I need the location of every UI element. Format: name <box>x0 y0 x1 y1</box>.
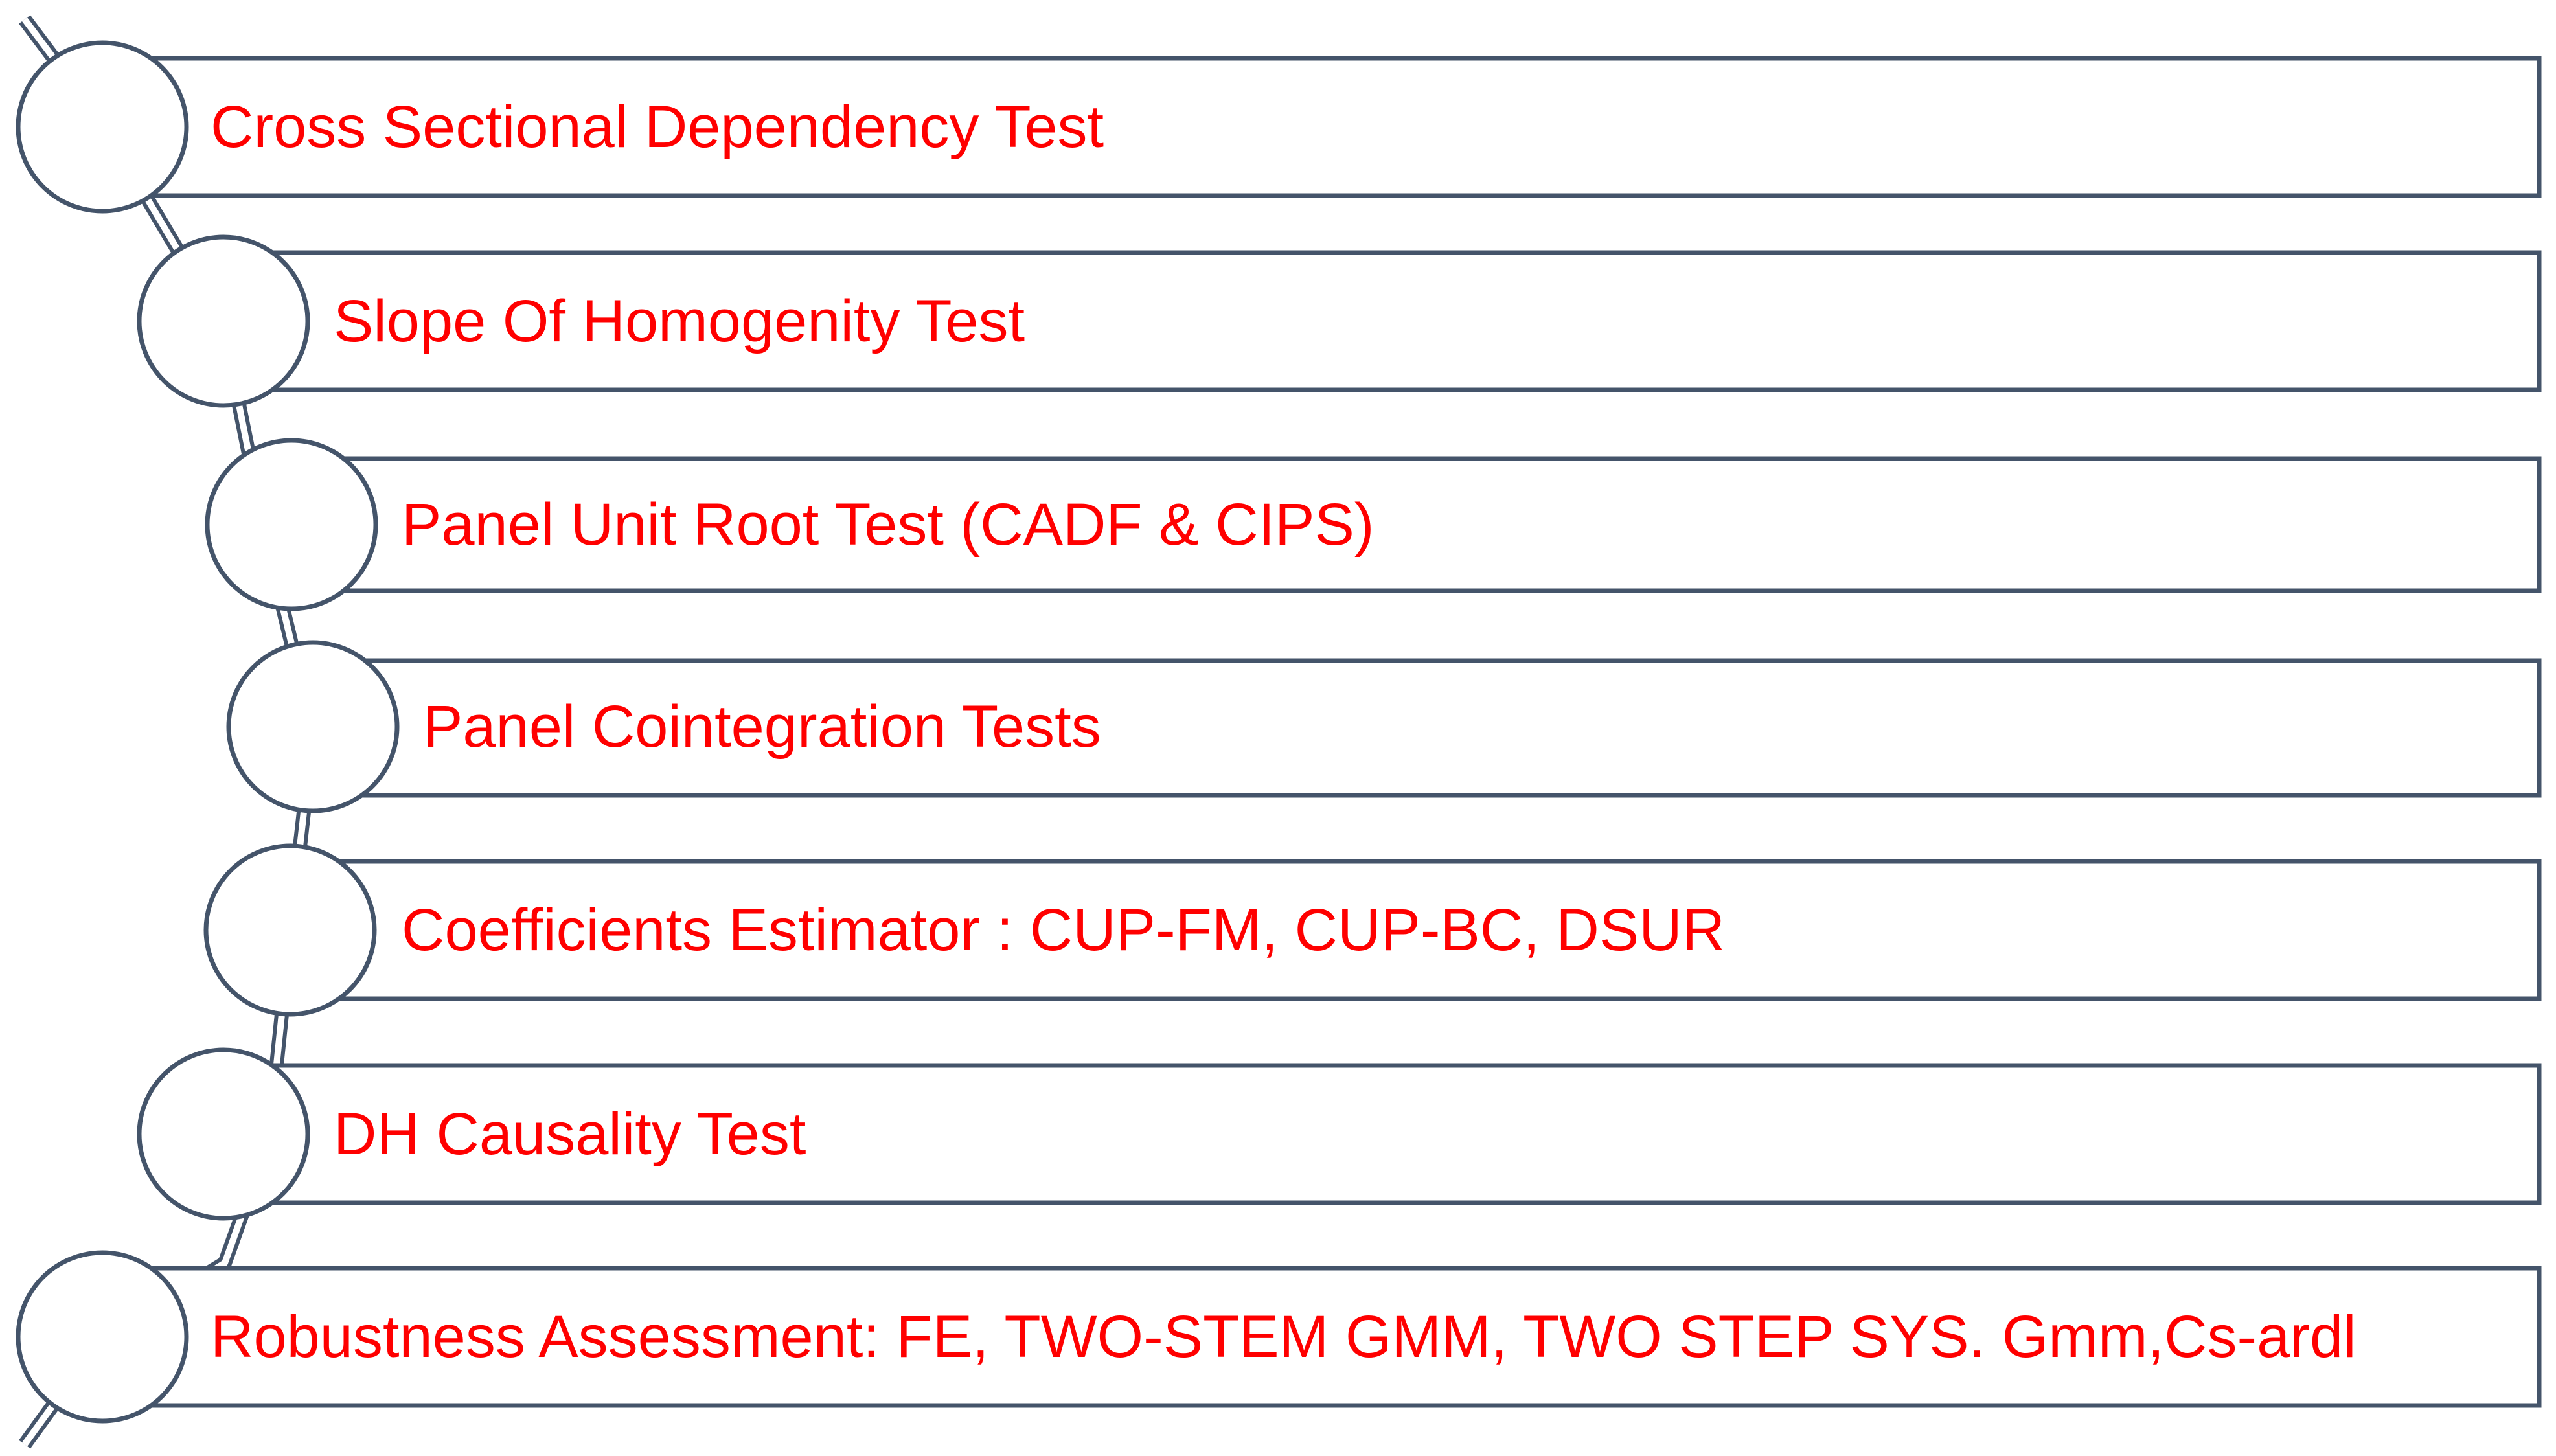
step-box <box>221 1063 2542 1205</box>
step-box <box>288 859 2542 1001</box>
step-2: Slope Of Homogenity Test <box>137 234 2542 408</box>
step-circle <box>203 843 377 1017</box>
step-6: DH Causality Test <box>137 1047 2542 1221</box>
step-circle <box>226 640 400 813</box>
step-box <box>221 250 2542 392</box>
step-3: Panel Unit Root Test (CADF & CIPS) <box>205 438 2542 611</box>
step-box <box>100 1266 2542 1408</box>
step-1: Cross Sectional Dependency Test <box>16 40 2542 214</box>
step-label: Panel Unit Root Test (CADF & CIPS) <box>402 492 1374 558</box>
step-circle <box>137 234 310 408</box>
step-label: Panel Cointegration Tests <box>423 694 1101 760</box>
step-label: Coefficients Estimator : CUP-FM, CUP-BC,… <box>402 897 1725 963</box>
step-circle <box>205 438 378 611</box>
step-7: Robustness Assessment: FE, TWO-STEM GMM,… <box>16 1250 2542 1424</box>
step-label: Robustness Assessment: FE, TWO-STEM GMM,… <box>211 1304 2356 1370</box>
step-circle <box>16 40 189 214</box>
step-circle <box>16 1250 189 1424</box>
step-circle <box>137 1047 310 1221</box>
step-label: Slope Of Homogenity Test <box>334 288 1025 354</box>
step-4: Panel Cointegration Tests <box>226 640 2542 813</box>
step-label: DH Causality Test <box>334 1101 806 1167</box>
step-5: Coefficients Estimator : CUP-FM, CUP-BC,… <box>203 843 2542 1017</box>
step-label: Cross Sectional Dependency Test <box>211 94 1104 160</box>
